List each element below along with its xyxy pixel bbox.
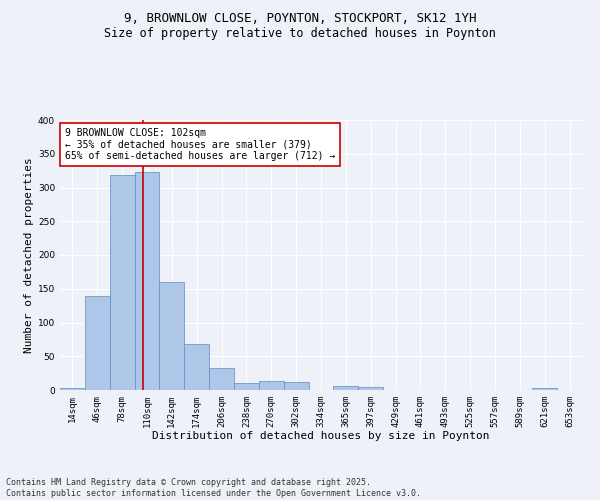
- Bar: [259, 380, 284, 390]
- Bar: [134, 172, 160, 390]
- Bar: [160, 282, 184, 390]
- Y-axis label: Number of detached properties: Number of detached properties: [24, 157, 34, 353]
- Bar: [60, 388, 85, 390]
- Bar: [184, 344, 209, 390]
- Bar: [532, 388, 557, 390]
- Text: 9 BROWNLOW CLOSE: 102sqm
← 35% of detached houses are smaller (379)
65% of semi-: 9 BROWNLOW CLOSE: 102sqm ← 35% of detach…: [65, 128, 335, 162]
- Text: Size of property relative to detached houses in Poynton: Size of property relative to detached ho…: [104, 28, 496, 40]
- X-axis label: Distribution of detached houses by size in Poynton: Distribution of detached houses by size …: [152, 432, 490, 442]
- Bar: [234, 382, 259, 390]
- Bar: [209, 368, 234, 390]
- Text: 9, BROWNLOW CLOSE, POYNTON, STOCKPORT, SK12 1YH: 9, BROWNLOW CLOSE, POYNTON, STOCKPORT, S…: [124, 12, 476, 26]
- Bar: [85, 296, 110, 390]
- Bar: [284, 382, 308, 390]
- Bar: [358, 388, 383, 390]
- Bar: [110, 176, 134, 390]
- Text: Contains HM Land Registry data © Crown copyright and database right 2025.
Contai: Contains HM Land Registry data © Crown c…: [6, 478, 421, 498]
- Bar: [334, 386, 358, 390]
